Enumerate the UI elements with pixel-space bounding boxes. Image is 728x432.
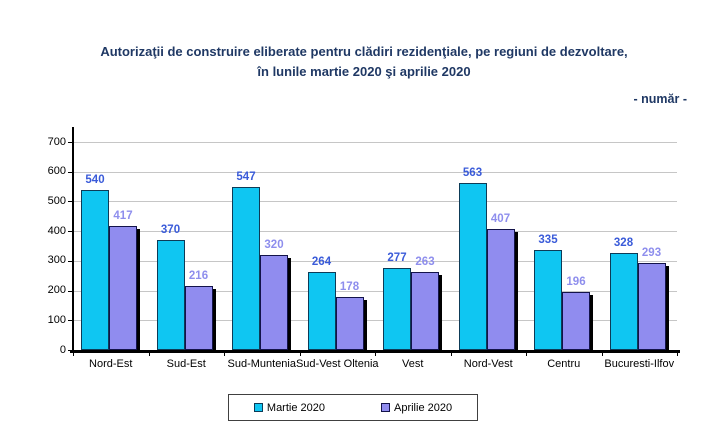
bar-martie-2020-sud-est — [156, 240, 185, 350]
value-label-aprilie-2020-sud-est: 216 — [188, 269, 209, 282]
legend: Martie 2020 Aprilie 2020 — [228, 394, 478, 421]
x-axis-tick-3 — [299, 352, 301, 356]
legend-marker-martie-icon — [253, 403, 263, 412]
legend-label-martie-2020: Martie 2020 — [266, 401, 325, 414]
bar-aprilie-2020-sud-muntenia — [260, 254, 288, 350]
value-label-martie-2020-centru: 335 — [538, 234, 558, 247]
bar-shadow — [363, 300, 367, 350]
value-label-aprilie-2020-nord-vest: 407 — [490, 213, 511, 226]
bar-aprilie-2020-bucuresti-ilfov — [637, 262, 666, 350]
legend-marker-aprilie-icon — [381, 403, 390, 412]
x-axis-label-sud-vest-oltenia: Sud-Vest Oltenia — [295, 358, 379, 370]
value-label-aprilie-2020-bucuresti-ilfov: 293 — [641, 246, 662, 259]
legend-label-aprilie-2020: Aprilie 2020 — [394, 401, 453, 414]
x-axis-label-nord-est: Nord-Est — [89, 358, 133, 370]
y-axis-label-400: 400 — [47, 224, 66, 237]
chart-title-line2: în lunile martie 2020 şi aprilie 2020 — [257, 64, 471, 79]
value-label-aprilie-2020-sud-muntenia: 320 — [264, 238, 284, 251]
y-axis-line — [72, 127, 74, 353]
x-axis-tick-8 — [677, 352, 678, 356]
bar-shadow — [439, 274, 442, 350]
y-axis-tick-600 — [68, 171, 73, 173]
chart-title-line1: Autorizaţii de construire eliberate pent… — [100, 44, 628, 59]
value-label-aprilie-2020-nord-est: 417 — [113, 210, 133, 223]
x-axis-label-centru: Centru — [547, 358, 581, 370]
x-axis-tick-0 — [73, 352, 74, 356]
bar-shadow — [137, 229, 140, 350]
bar-martie-2020-nord-vest — [458, 182, 487, 350]
bar-aprilie-2020-sud-vest-oltenia — [335, 297, 364, 350]
x-axis-line — [70, 350, 680, 353]
bar-aprilie-2020-centru — [562, 291, 590, 350]
y-axis-tick-100 — [68, 320, 73, 322]
x-axis-label-bucuresti-ilfov: Bucuresti-Ilfov — [604, 358, 675, 370]
chart-title: Autorizaţii de construire eliberate pent… — [0, 42, 728, 82]
x-axis-tick-4 — [375, 352, 376, 356]
value-label-martie-2020-nord-est: 540 — [85, 173, 105, 186]
legend-entry-martie-2020: Martie 2020 — [253, 401, 325, 414]
x-axis-tick-6 — [526, 352, 527, 356]
gridline-500 — [73, 201, 677, 203]
value-label-aprilie-2020-centru: 196 — [566, 275, 586, 288]
bar-shadow — [212, 288, 216, 350]
y-axis-label-700: 700 — [47, 135, 66, 148]
y-axis-label-300: 300 — [47, 254, 66, 267]
bar-martie-2020-nord-est — [81, 189, 109, 350]
x-axis-label-sud-muntenia: Sud-Muntenia — [227, 358, 297, 370]
bar-aprilie-2020-nord-est — [109, 226, 137, 350]
value-label-martie-2020-sud-est: 370 — [160, 224, 181, 237]
y-axis-label-500: 500 — [47, 194, 66, 207]
bar-martie-2020-sud-vest-oltenia — [307, 271, 336, 350]
gridline-600 — [73, 171, 677, 173]
bar-martie-2020-vest — [383, 267, 411, 350]
bar-shadow — [665, 265, 669, 350]
bar-shadow — [288, 257, 291, 350]
x-axis-tick-5 — [450, 352, 452, 356]
legend-entry-aprilie-2020: Aprilie 2020 — [381, 402, 452, 414]
x-axis-label-nord-vest: Nord-Vest — [463, 358, 513, 370]
gridline-200 — [73, 290, 677, 292]
y-axis-tick-700 — [68, 142, 73, 143]
x-axis-label-sud-est: Sud-Est — [166, 358, 206, 370]
x-axis-tick-7 — [601, 352, 603, 356]
bar-aprilie-2020-sud-est — [184, 285, 213, 350]
gridline-700 — [73, 142, 677, 143]
value-label-martie-2020-vest: 277 — [387, 251, 407, 264]
y-axis-tick-200 — [68, 290, 73, 292]
value-label-martie-2020-sud-vest-oltenia: 264 — [311, 255, 332, 268]
gridline-100 — [73, 320, 677, 322]
value-label-aprilie-2020-vest: 263 — [415, 255, 435, 268]
y-axis-tick-500 — [68, 201, 73, 203]
bar-martie-2020-centru — [534, 250, 562, 350]
gridline-400 — [73, 231, 677, 233]
bar-martie-2020-sud-muntenia — [232, 187, 260, 350]
gridline-300 — [73, 260, 677, 262]
value-label-martie-2020-nord-vest: 563 — [462, 166, 483, 179]
bar-shadow — [590, 294, 593, 350]
value-label-martie-2020-bucuresti-ilfov: 328 — [613, 236, 634, 249]
bar-martie-2020-bucuresti-ilfov — [609, 252, 638, 350]
bar-aprilie-2020-nord-vest — [486, 229, 515, 350]
y-axis-tick-400 — [68, 231, 73, 233]
unit-note-label: - număr - — [633, 92, 687, 106]
y-axis-tick-300 — [68, 260, 73, 262]
value-label-martie-2020-sud-muntenia: 547 — [236, 171, 256, 184]
x-axis-label-vest: Vest — [402, 358, 424, 370]
x-axis-tick-2 — [224, 352, 225, 356]
bar-aprilie-2020-vest — [411, 271, 439, 350]
y-axis-label-0: 0 — [59, 343, 66, 356]
y-axis-label-200: 200 — [47, 284, 66, 297]
bar-shadow — [514, 232, 518, 350]
y-axis-label-600: 600 — [47, 165, 66, 178]
value-label-aprilie-2020-sud-vest-oltenia: 178 — [339, 281, 360, 294]
y-axis-label-100: 100 — [47, 313, 66, 326]
x-axis-tick-1 — [148, 352, 150, 356]
